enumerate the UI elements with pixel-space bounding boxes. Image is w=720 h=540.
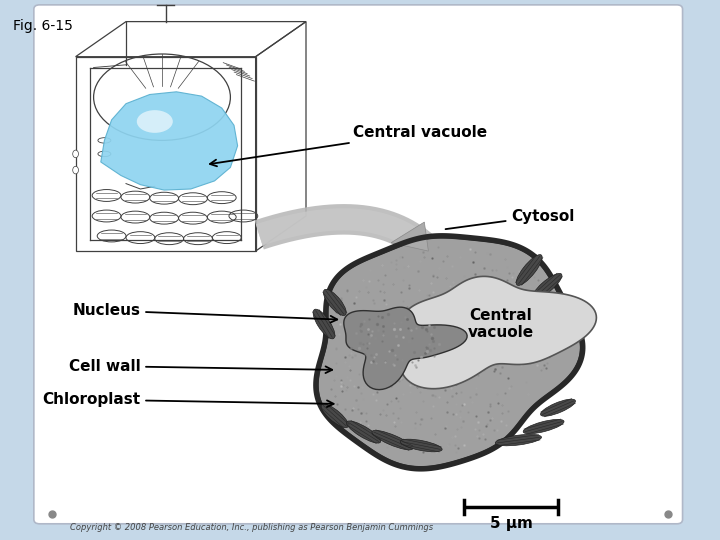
Text: Central
vacuole: Central vacuole [467, 308, 534, 340]
Ellipse shape [73, 150, 78, 158]
Text: Cell wall: Cell wall [68, 359, 332, 374]
Text: Cytosol: Cytosol [446, 208, 575, 229]
Text: Nucleus: Nucleus [73, 303, 337, 322]
Polygon shape [318, 237, 581, 468]
Ellipse shape [321, 404, 348, 428]
Text: 5 µm: 5 µm [490, 516, 533, 531]
Ellipse shape [516, 254, 542, 286]
Polygon shape [400, 276, 596, 389]
Polygon shape [391, 222, 428, 251]
Text: Copyright © 2008 Pearson Education, Inc., publishing as Pearson Benjamin Cumming: Copyright © 2008 Pearson Education, Inc.… [71, 523, 433, 532]
Ellipse shape [137, 110, 173, 133]
Polygon shape [101, 92, 238, 190]
Ellipse shape [346, 421, 381, 443]
Polygon shape [343, 307, 467, 390]
Ellipse shape [541, 399, 575, 416]
Text: Chloroplast: Chloroplast [42, 392, 333, 407]
Ellipse shape [73, 166, 78, 174]
Ellipse shape [495, 434, 541, 446]
Ellipse shape [400, 439, 442, 452]
Ellipse shape [313, 309, 335, 339]
Ellipse shape [323, 289, 346, 315]
Text: Central vacuole: Central vacuole [210, 125, 487, 166]
Ellipse shape [372, 430, 413, 450]
Ellipse shape [523, 420, 564, 434]
Text: Fig. 6-15: Fig. 6-15 [13, 19, 73, 33]
Ellipse shape [533, 273, 562, 299]
